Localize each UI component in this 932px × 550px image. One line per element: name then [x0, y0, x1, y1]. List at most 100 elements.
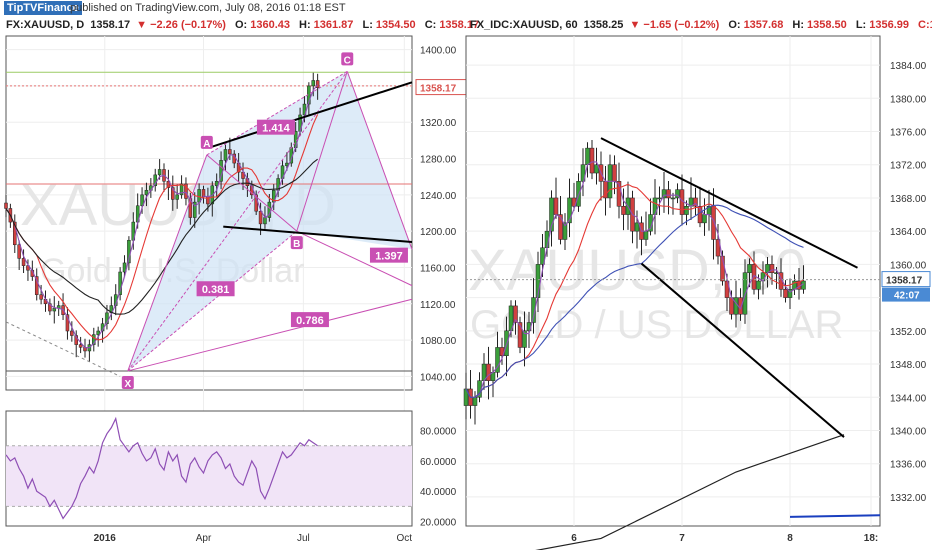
- pattern-leg: [296, 230, 413, 287]
- left-upper-trendline: [208, 81, 413, 149]
- right-trendline: [640, 262, 845, 438]
- pattern-fill-bcd: [296, 71, 412, 250]
- left-y-tick-label: 1320.00: [420, 118, 457, 129]
- right-ma-long: [535, 434, 845, 550]
- right-y-tick-label: 1332.00: [890, 493, 927, 504]
- left-candle-body: [48, 303, 52, 312]
- right-y-tick-label: 1372.00: [890, 161, 927, 172]
- right-candle-body: [517, 322, 523, 348]
- left-price-pane[interactable]: 1400.001360.001320.001280.001240.001200.…: [4, 35, 469, 544]
- right-candle-body: [693, 197, 698, 207]
- left-candle-body: [144, 190, 149, 196]
- brand-name[interactable]: TipTVFinance: [4, 1, 82, 15]
- right-y-tick-label: 1352.00: [890, 327, 927, 338]
- right-candle-body: [733, 297, 739, 315]
- left-candle-body: [78, 344, 83, 348]
- left-candle-body: [39, 294, 43, 300]
- pattern-leg: [127, 71, 348, 372]
- left-candle-body: [65, 314, 70, 332]
- left-x-tick-label: Apr: [196, 533, 212, 544]
- right-candle-body: [756, 280, 761, 290]
- right-low: L: 1356.99: [855, 19, 909, 31]
- right-symbol[interactable]: FX_IDC:XAUUSD, 60: [470, 19, 578, 31]
- left-rsi-pane[interactable]: 80.0000 60.0000 40.0000 20.0000: [5, 410, 457, 528]
- left-symbol[interactable]: FX:XAUUSD, D: [6, 19, 85, 31]
- pattern-point-label: B: [293, 239, 300, 250]
- right-candle-body: [486, 363, 491, 381]
- left-y-tick-label: 1200.00: [420, 227, 457, 238]
- rsi-y-tick-label: 60.0000: [420, 457, 457, 468]
- right-candle-body: [549, 197, 554, 232]
- pattern-point-badge: [200, 135, 213, 149]
- pattern-ratio-badge: [290, 312, 329, 328]
- pattern-ratio-badge: [369, 247, 408, 263]
- left-candle-body: [92, 334, 96, 345]
- left-high: H: 1361.87: [299, 19, 354, 31]
- left-candle-body: [140, 194, 144, 206]
- left-candle-body: [263, 217, 267, 225]
- left-candle-body: [17, 244, 21, 259]
- pattern-leg: [346, 71, 413, 250]
- right-candle-body: [747, 264, 752, 273]
- left-candle-body: [311, 80, 315, 87]
- left-candle-body: [74, 335, 78, 345]
- right-change: ▼ −1.65 (−0.12%): [629, 19, 720, 31]
- pattern-point-badge: [290, 236, 303, 250]
- left-candle-body: [184, 183, 188, 199]
- right-candle-body: [585, 147, 590, 165]
- pattern-leg: [206, 154, 298, 232]
- left-candle-body: [192, 201, 197, 218]
- rsi-y-tick-label: 80.0000: [420, 427, 457, 438]
- right-candle-body: [675, 189, 680, 199]
- right-y-tick-label: 1348.00: [890, 360, 927, 371]
- pattern-ratio-badge: [256, 119, 295, 135]
- right-y-tick-label: 1340.00: [890, 426, 927, 437]
- right-candle-body: [666, 189, 671, 199]
- right-candle-body: [589, 147, 595, 174]
- pattern-leg: [127, 230, 298, 372]
- right-candle-body: [787, 289, 793, 298]
- right-high: H: 1358.50: [792, 19, 847, 31]
- left-y-tick-label: 1160.00: [420, 263, 456, 274]
- pattern-ratio-badge: [196, 281, 235, 297]
- left-candle-body: [122, 262, 127, 273]
- rsi-y-tick-label: 20.0000: [420, 517, 457, 528]
- left-candle-body: [179, 183, 184, 196]
- rsi-y-tick-label: 40.0000: [420, 487, 457, 498]
- left-y-tick-label: 1400.00: [420, 46, 457, 57]
- right-y-tick-label: 1336.00: [890, 460, 927, 471]
- right-candle-body: [657, 197, 662, 200]
- left-candle-body: [228, 149, 232, 155]
- left-candle-body: [4, 202, 8, 209]
- pattern-fill-abc: [206, 71, 348, 232]
- right-candle-body: [769, 264, 775, 273]
- right-candle-body: [621, 206, 626, 215]
- pattern-leg: [296, 71, 348, 232]
- left-x-tick-label: Oct: [397, 533, 413, 544]
- left-last-price: 1358.17: [90, 19, 131, 31]
- right-candle-body: [634, 222, 640, 232]
- right-candle-body: [612, 164, 617, 182]
- right-y-tick-label: 1368.00: [890, 194, 927, 205]
- left-ma-slow: [5, 158, 318, 315]
- left-candle-body: [171, 187, 175, 200]
- right-ma-slow: [465, 204, 804, 398]
- right-y-tick-label: 1384.00: [890, 61, 927, 72]
- left-x-tick-label: 2016: [94, 533, 117, 544]
- right-price-pane[interactable]: 1384.00 1380.00 1376.00 1372.00 1368.00 1364.…: [463, 35, 931, 550]
- right-candle-body: [558, 214, 563, 240]
- right-y-tick-label: 1364.00: [890, 227, 927, 238]
- left-ma-fast: [5, 84, 319, 349]
- left-candle-body: [166, 180, 171, 188]
- right-candle-body: [643, 230, 649, 240]
- left-y-tick-label: 1040.00: [420, 372, 457, 383]
- pattern-leg: [127, 298, 413, 372]
- right-y-tick-label: 1376.00: [890, 128, 927, 139]
- pattern-point-badge: [341, 52, 354, 66]
- left-y-tick-label: 1280.00: [420, 155, 457, 166]
- right-candle-body: [580, 164, 586, 182]
- pattern-point-label: X: [124, 379, 131, 390]
- left-candle-body: [157, 169, 162, 176]
- right-candle-body: [567, 197, 572, 224]
